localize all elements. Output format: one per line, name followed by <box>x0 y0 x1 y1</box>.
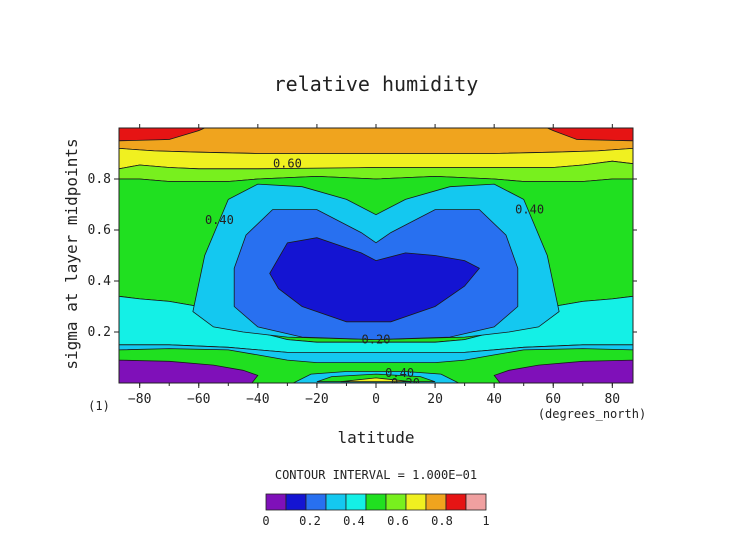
colorbar-swatch <box>285 493 307 511</box>
x-tick-label: 80 <box>604 392 620 407</box>
chart-title: relative humidity <box>274 72 479 96</box>
colorbar-swatch <box>325 493 347 511</box>
x-axis: −80 −60 −40 −20 0 20 40 60 80 <box>128 124 620 407</box>
colorbar-tick-label: 1 <box>482 514 489 528</box>
contour-label: 0.40 <box>515 203 544 217</box>
y-tick-label: 0.4 <box>88 274 112 289</box>
colorbar-swatch <box>445 493 467 511</box>
y-tick-label: 0.8 <box>88 172 111 187</box>
x-tick-label: 0 <box>372 392 380 407</box>
colorbar-swatch <box>265 493 287 511</box>
y-axis-units: (1) <box>88 399 110 413</box>
contour-label: 0.40 <box>385 366 414 380</box>
x-tick-label: −60 <box>187 392 210 407</box>
colorbar-tick-label: 0.8 <box>431 514 453 528</box>
x-tick-label: −40 <box>246 392 269 407</box>
x-tick-label: −20 <box>305 392 328 407</box>
colorbar-swatch <box>465 493 487 511</box>
contour-region-blob-dark-blue <box>269 237 481 323</box>
x-tick-label: 40 <box>486 392 502 407</box>
colorbar-swatch <box>365 493 387 511</box>
contour-label-layer: 0.600.400.400.200.400.20 <box>205 157 544 390</box>
y-tick-label: 0.2 <box>88 325 111 340</box>
colorbar-swatch <box>385 493 407 511</box>
contour-label: 0.40 <box>205 213 234 227</box>
colorbar-legend: 0 0.2 0.4 0.6 0.8 1 <box>262 493 490 528</box>
y-axis-label: sigma at layer midpoints <box>62 138 81 369</box>
x-tick-label: −80 <box>128 392 151 407</box>
colorbar-tick-label: 0.6 <box>387 514 409 528</box>
contour-label: 0.20 <box>362 333 391 347</box>
colorbar-swatch <box>305 493 327 511</box>
colorbar-tick-label: 0 <box>262 514 269 528</box>
x-axis-label: latitude <box>337 428 414 447</box>
x-tick-label: 20 <box>427 392 443 407</box>
y-axis: 0.2 0.4 0.6 0.8 <box>88 172 637 340</box>
colorbar-tick-label: 0.4 <box>343 514 365 528</box>
contour-region-band-orange <box>119 128 633 154</box>
colorbar-swatch <box>345 493 367 511</box>
colorbar-swatch <box>425 493 447 511</box>
contour-region-bottom-purple-right <box>493 359 633 383</box>
x-axis-units: (degrees_north) <box>538 407 646 421</box>
contour-label: 0.20 <box>391 376 420 390</box>
colorbar-tick-label: 0.2 <box>299 514 321 528</box>
x-tick-label: 60 <box>545 392 561 407</box>
contour-interval-text: CONTOUR INTERVAL = 1.000E−01 <box>275 468 477 482</box>
contour-label: 0.60 <box>273 157 302 171</box>
contour-region-bottom-yellow-pocket <box>340 377 412 383</box>
contour-fill-layer <box>119 128 633 383</box>
contour-region-bottom-purple-left <box>119 359 259 383</box>
y-tick-label: 0.6 <box>88 223 111 238</box>
contour-region-band-cyan <box>119 344 633 364</box>
colorbar-swatch <box>405 493 427 511</box>
plot-area: 0.600.400.400.200.400.20 <box>118 127 634 390</box>
